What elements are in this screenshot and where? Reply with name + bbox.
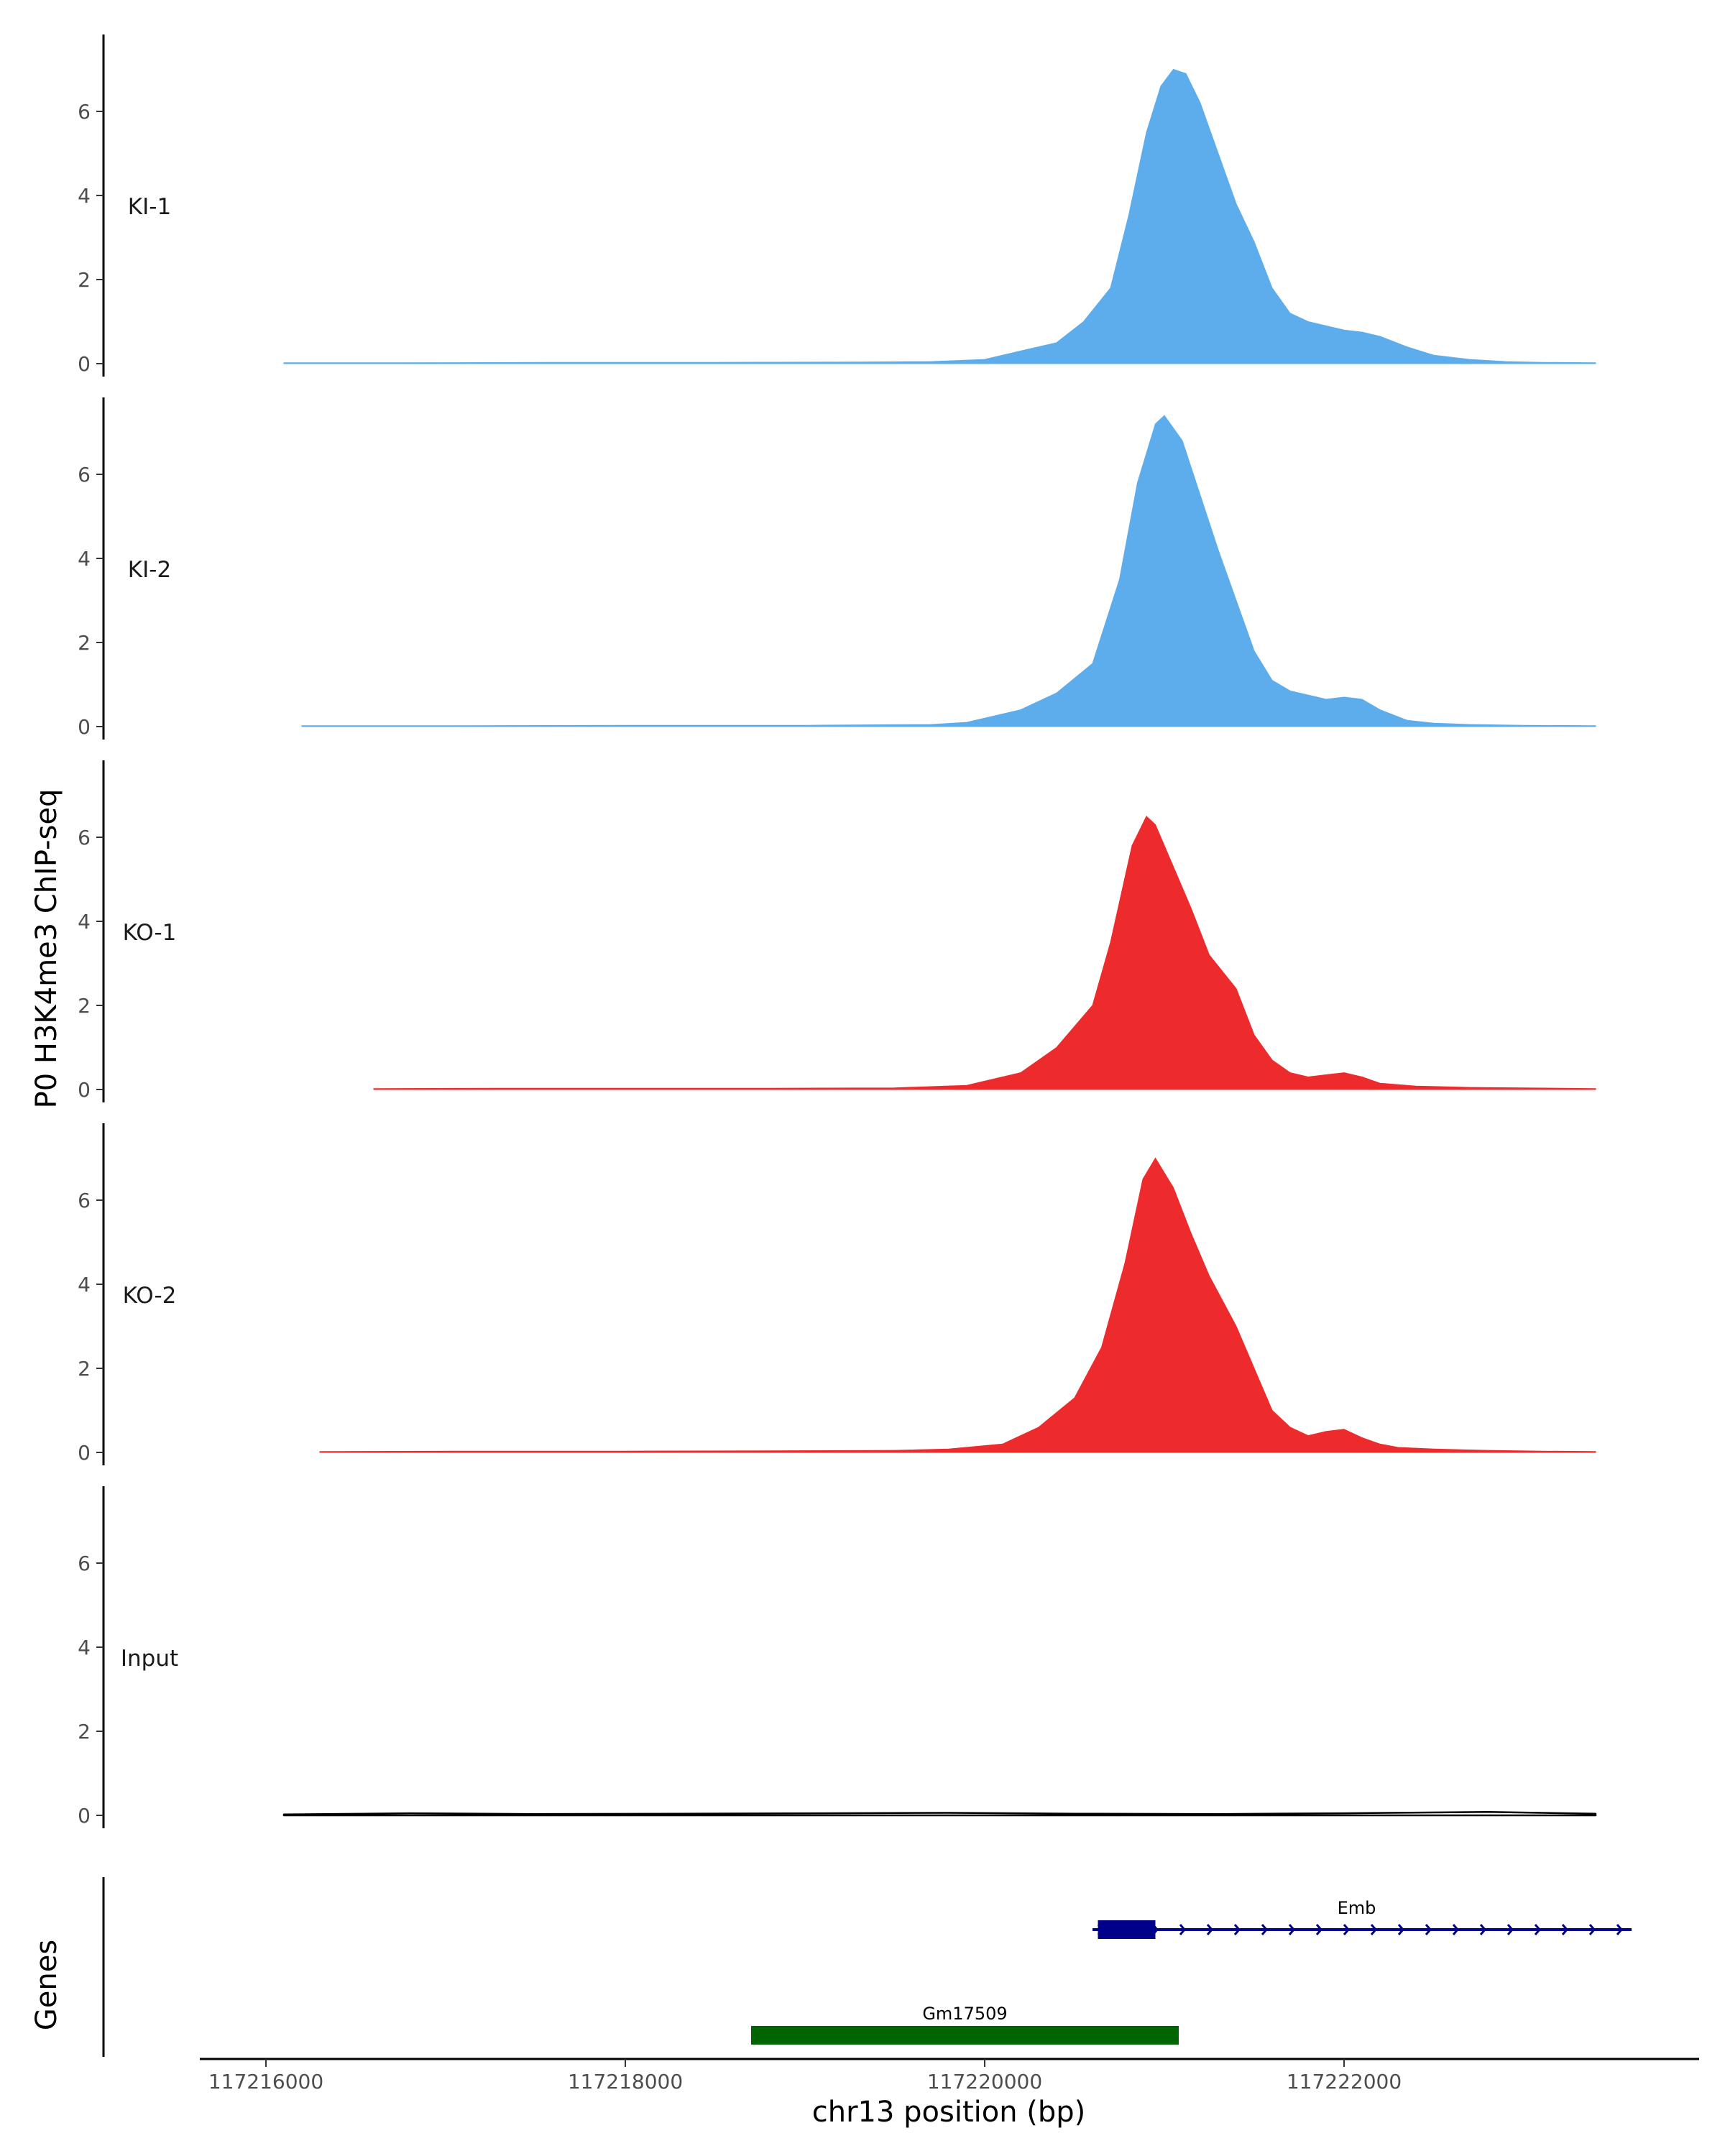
signal-tracks: 0 2 4 6 KI-1 0 2 4 6 KI-2 0 2 4 6 KO-1 0 2 4 6 KO-2 0 2 4 6 Inpu… (78, 34, 1597, 1828)
gene-label: Emb (1338, 1898, 1376, 1918)
track-label: KI-2 (128, 557, 171, 583)
gene-exon (751, 2026, 1179, 2045)
x-tick-label: 117222000 (1287, 2070, 1402, 2093)
track-ki-2: 0 2 4 6 KI-2 (78, 397, 1596, 740)
strand-arrow (1233, 1924, 1241, 1935)
y-tick-label: 0 (78, 352, 91, 376)
y-tick-label: 6 (78, 463, 91, 487)
x-tick-label: 117220000 (927, 2070, 1042, 2093)
strand-arrow (1534, 1924, 1541, 1935)
strand-arrow (1206, 1924, 1213, 1935)
strand-arrow (755, 2030, 763, 2041)
y-tick-label: 4 (78, 1636, 91, 1659)
strand-arrow (1315, 1924, 1322, 1935)
y-tick-label: 6 (78, 100, 91, 124)
y-tick-label: 0 (78, 1078, 91, 1102)
strand-arrow (1001, 2030, 1008, 2041)
y-tick-label: 0 (78, 1804, 91, 1828)
strand-arrow (1110, 2030, 1118, 2041)
x-axis: 117216000 117218000 117220000 117222000 (200, 2058, 1699, 2093)
x-tick-label: 117218000 (568, 2070, 683, 2093)
y-tick-label: 2 (78, 268, 91, 292)
y-tick-label: 6 (78, 1189, 91, 1212)
strand-arrow (1261, 1924, 1268, 1935)
strand-arrow (810, 2030, 817, 2041)
track-label: KO-2 (123, 1283, 177, 1309)
strand-arrow (1165, 2030, 1172, 2041)
strand-arrow (1138, 2030, 1145, 2041)
y-tick-label: 2 (78, 631, 91, 655)
strand-arrow (1288, 1924, 1295, 1935)
y-tick-label: 6 (78, 1552, 91, 1575)
strand-arrow (919, 2030, 926, 2041)
track-ko-2: 0 2 4 6 KO-2 (78, 1123, 1596, 1465)
strand-arrow (892, 2030, 899, 2041)
gene-exon (1098, 1920, 1156, 1939)
strand-arrow (1397, 1924, 1404, 1935)
signal-area (283, 68, 1596, 364)
gene-track: Emb Gm17509 (102, 1877, 1632, 2057)
strand-arrow (974, 2030, 981, 2041)
strand-arrow (1056, 2030, 1063, 2041)
strand-arrow (1588, 1924, 1596, 1935)
strand-arrow (1370, 1924, 1377, 1935)
strand-arrow (1151, 1924, 1159, 1935)
strand-arrow (1616, 1924, 1623, 1935)
y-tick-label: 2 (78, 1720, 91, 1743)
y-tick-label: 2 (78, 994, 91, 1018)
y-tick-label: 4 (78, 184, 91, 208)
gene-label: Gm17509 (922, 2004, 1007, 2024)
track-ki-1: 0 2 4 6 KI-1 (78, 34, 1596, 377)
strand-arrow (1343, 1924, 1350, 1935)
y-axis-title: P0 H3K4me3 ChIP-seq (30, 789, 63, 1109)
strand-arrow (1506, 1924, 1514, 1935)
y-tick-label: 4 (78, 1273, 91, 1296)
strand-arrow (1029, 2030, 1036, 2041)
strand-arrow (1083, 2030, 1090, 2041)
y-tick-label: 4 (78, 547, 91, 571)
signal-line (282, 1811, 1597, 1817)
y-tick-label: 6 (78, 826, 91, 849)
signal-area (373, 815, 1596, 1090)
signal-area (301, 415, 1596, 727)
track-label: Input (121, 1646, 178, 1672)
y-tick-label: 4 (78, 910, 91, 934)
strand-arrow (1179, 1924, 1186, 1935)
strand-arrow (837, 2030, 845, 2041)
signal-area (319, 1157, 1596, 1453)
y-tick-label: 0 (78, 1441, 91, 1465)
genes-axis-title: Genes (30, 1940, 63, 2030)
strand-arrow (1452, 1924, 1459, 1935)
strand-arrow (1124, 1924, 1131, 1935)
gene-gm17509: Gm17509 (751, 2004, 1179, 2045)
strand-arrow (783, 2030, 790, 2041)
strand-arrow (1097, 1924, 1104, 1935)
track-ko-1: 0 2 4 6 KO-1 (78, 760, 1596, 1102)
strand-arrow (865, 2030, 872, 2041)
track-input: 0 2 4 6 Input (78, 1486, 1597, 1828)
track-label: KI-1 (128, 194, 171, 220)
gene-emb: Emb (1092, 1898, 1632, 1939)
strand-arrow (1561, 1924, 1568, 1935)
strand-arrow (1425, 1924, 1432, 1935)
y-tick-label: 0 (78, 715, 91, 739)
track-label: KO-1 (123, 920, 177, 946)
x-axis-title: chr13 position (bp) (812, 2096, 1086, 2129)
strand-arrow (1479, 1924, 1486, 1935)
y-tick-label: 2 (78, 1357, 91, 1381)
x-tick-label: 117216000 (208, 2070, 323, 2093)
strand-arrow (947, 2030, 954, 2041)
